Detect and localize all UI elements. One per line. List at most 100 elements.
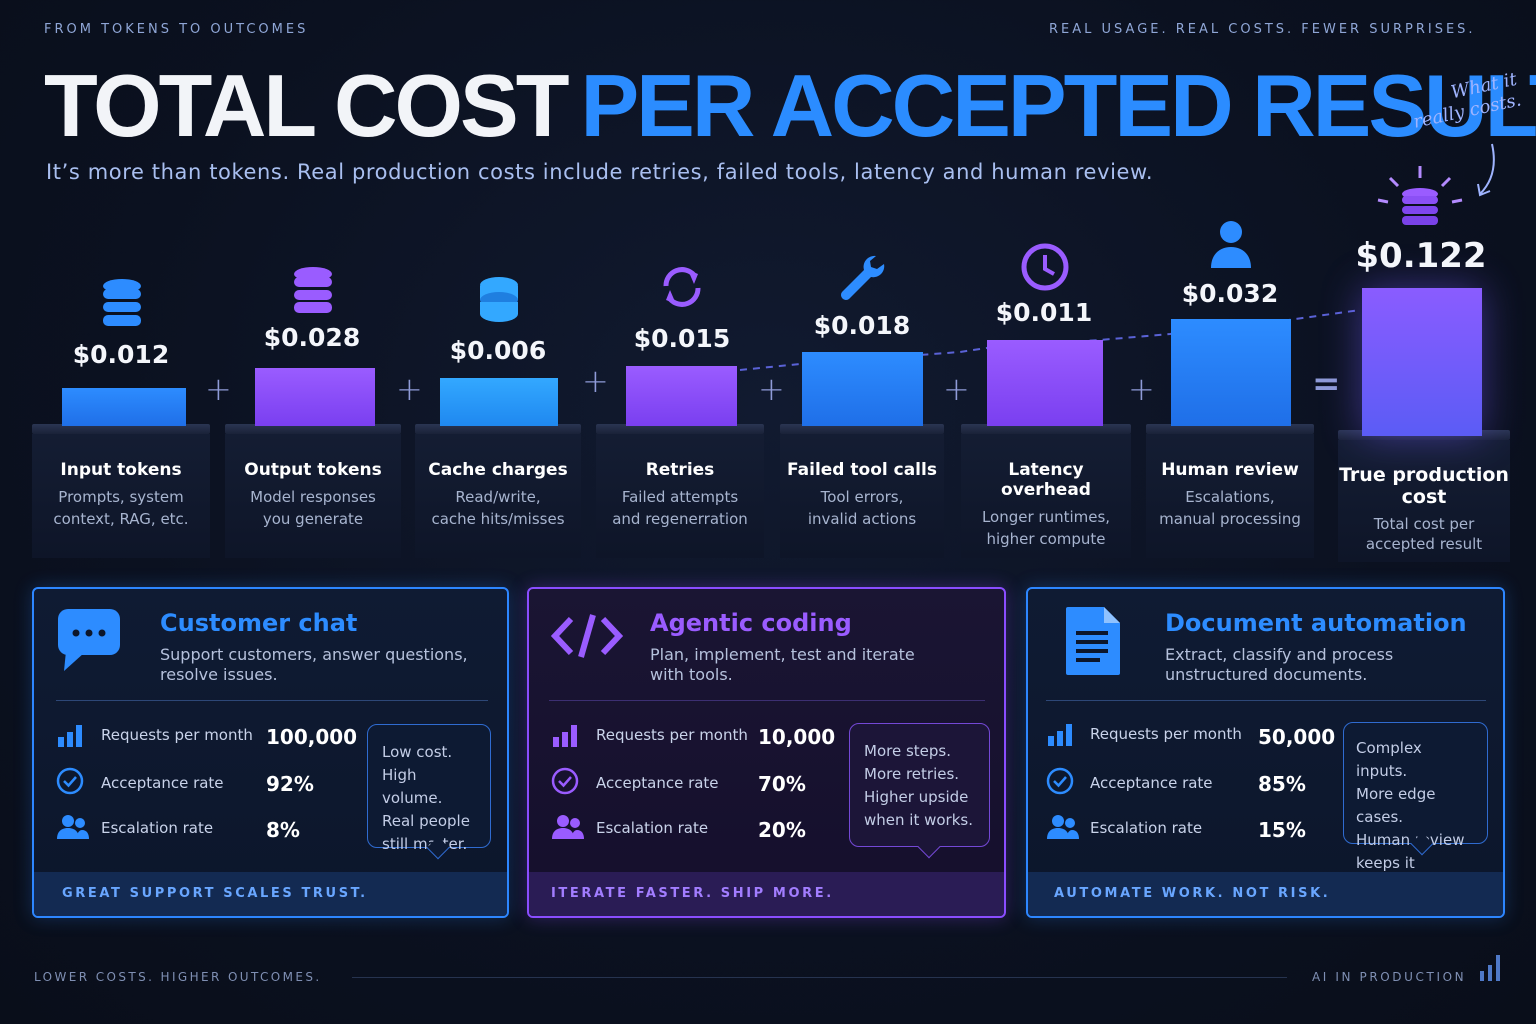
card-footer: ITERATE FASTER. SHIP MORE.: [529, 872, 1004, 916]
metric-label-acceptance: Acceptance rate: [101, 774, 224, 792]
cost-price: $0.006: [449, 336, 547, 365]
column-plate: [225, 424, 401, 434]
metric-value-escalation: 8%: [266, 818, 300, 842]
cost-desc: Longer runtimes, higher compute: [981, 508, 1111, 548]
column-plate: [415, 424, 581, 434]
metric-value-acceptance: 92%: [266, 772, 314, 796]
footer-left-tagline: LOWER COSTS. HIGHER OUTCOMES.: [34, 970, 322, 984]
chat-icon: [58, 609, 120, 671]
footer-divider: [352, 977, 1287, 978]
plus-operator: +: [758, 370, 785, 408]
cache-icon: [480, 277, 518, 322]
refresh-icon: [663, 267, 701, 307]
total-desc: Total cost per accepted result: [1365, 515, 1483, 553]
metric-value-requests: 10,000: [758, 725, 836, 749]
document-icon: [1066, 607, 1120, 675]
use-case-card-customer-chat: Customer chat Support customers, answer …: [32, 587, 509, 918]
cost-desc: Read/write, cache hits/misses: [431, 488, 565, 528]
cost-price: $0.015: [633, 324, 731, 353]
cost-bar-retries: [626, 366, 737, 426]
cost-label: Retries: [645, 460, 715, 480]
cost-bar-output-tokens: [255, 368, 375, 426]
metric-label-escalation: Escalation rate: [101, 819, 214, 837]
bar-chart-icon: [553, 725, 577, 747]
page-title: TOTAL COST PER ACCEPTED RESULT: [44, 58, 1536, 154]
page-subtitle: It’s more than tokens. Real production c…: [46, 160, 1154, 184]
title-part-2: PER ACCEPTED RESULT: [580, 56, 1536, 155]
coins-icon: [1377, 166, 1463, 225]
cost-panel-human-review: Human review Escalations, manual processi…: [1146, 434, 1314, 558]
cost-panel-retries: Retries Failed attempts and regenerration: [596, 434, 764, 558]
person-icon: [1211, 221, 1251, 268]
cost-price: $0.028: [263, 323, 361, 352]
metric-value-escalation: 15%: [1258, 818, 1306, 842]
plus-operator: +: [1128, 370, 1155, 408]
wrench-icon: [841, 255, 885, 300]
cost-desc: Escalations, manual processing: [1159, 488, 1301, 528]
column-plate: [32, 424, 210, 434]
use-case-card-agentic-coding: Agentic coding Plan, implement, test and…: [527, 587, 1006, 918]
bar-chart-icon: [58, 725, 82, 747]
cost-panel-latency-overhead: Latency overhead Longer runtimes, higher …: [961, 434, 1131, 558]
cost-bar-cache-charges: [440, 378, 558, 426]
bar-chart-icon: [1048, 724, 1072, 746]
signal-bars-icon: [1480, 955, 1500, 981]
total-price: $0.122: [1355, 236, 1487, 276]
metric-label-requests: Requests per month: [596, 726, 748, 744]
cost-desc: Tool errors, invalid actions: [807, 488, 917, 528]
metric-label-requests: Requests per month: [101, 726, 253, 744]
cost-price: $0.032: [1181, 279, 1279, 308]
equals-operator: =: [1312, 364, 1341, 404]
cost-panel-output-tokens: Output tokens Model responses you generat…: [225, 434, 401, 558]
use-case-card-document-automation: Document automation Extract, classify an…: [1026, 587, 1505, 918]
cost-label: Latency overhead: [1001, 460, 1091, 500]
plus-operator: +: [943, 370, 970, 408]
cost-desc: Failed attempts and regenerration: [612, 488, 748, 528]
column-plate: [961, 424, 1131, 434]
cost-bar-total: [1362, 288, 1482, 436]
check-circle-icon: [1046, 767, 1074, 795]
metric-value-acceptance: 85%: [1258, 772, 1306, 796]
metric-value-requests: 100,000: [266, 725, 358, 749]
users-icon: [552, 815, 584, 839]
card-footer: GREAT SUPPORT SCALES TRUST.: [34, 872, 507, 916]
card-title: Document automation: [1165, 609, 1467, 637]
card-footer: AUTOMATE WORK. NOT RISK.: [1028, 872, 1503, 916]
cost-price: $0.011: [995, 298, 1093, 327]
metric-label-requests: Requests per month: [1090, 725, 1242, 743]
metric-label-acceptance: Acceptance rate: [1090, 774, 1213, 792]
column-plate: [596, 424, 764, 434]
metric-label-escalation: Escalation rate: [596, 819, 709, 837]
cost-bar-failed-tool-calls: [802, 352, 923, 426]
cost-panel-cache-charges: Cache charges Read/write, cache hits/miss…: [415, 434, 581, 558]
cost-panel-failed-tool-calls: Failed tool calls Tool errors, invalid ac…: [780, 434, 944, 558]
code-icon: [551, 614, 623, 658]
users-icon: [57, 815, 89, 839]
total-label: True production cost: [1339, 464, 1509, 508]
metric-label-escalation: Escalation rate: [1090, 819, 1203, 837]
plus-operator: +: [205, 370, 232, 408]
cost-price: $0.012: [72, 340, 170, 369]
plus-operator: +: [582, 362, 609, 400]
callout-bubble: Low cost. High volume. Real people still ma…: [367, 724, 491, 853]
cost-label: Output tokens: [244, 460, 382, 480]
callout-bubble: Complex inputs. More edge cases. Human rev…: [1343, 722, 1488, 895]
cost-label: Cache charges: [428, 460, 568, 480]
card-divider: [1046, 700, 1486, 701]
cost-label: Failed tool calls: [787, 460, 937, 480]
column-plate: [1146, 424, 1314, 434]
column-plate: [780, 424, 944, 434]
kicker-right: REAL USAGE. REAL COSTS. FEWER SURPRISES.: [1049, 22, 1476, 37]
clock-icon: [1021, 243, 1069, 291]
title-part-1: TOTAL COST: [44, 56, 569, 155]
kicker-left: FROM TOKENS TO OUTCOMES: [44, 22, 309, 37]
callout-bubble: More steps. More retries. Higher upside whe…: [849, 723, 990, 847]
cost-panel-input-tokens: Input tokens Prompts, system context, RAG…: [32, 434, 210, 558]
database-icon: [103, 279, 141, 326]
footer-right-tagline: AI IN PRODUCTION: [1312, 970, 1467, 984]
cost-desc: Model responses you generate: [250, 488, 376, 528]
users-icon: [1047, 815, 1079, 839]
card-title: Customer chat: [160, 609, 358, 637]
cost-bar-input-tokens: [62, 388, 186, 426]
cost-bar-human-review: [1171, 319, 1291, 426]
